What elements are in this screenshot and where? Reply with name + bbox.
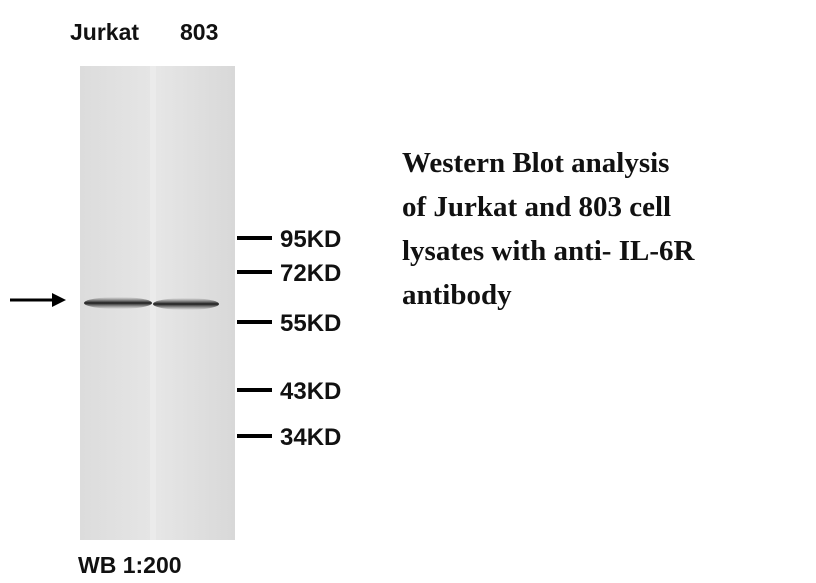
- marker-label: 43KD: [280, 378, 341, 405]
- band: [84, 297, 152, 309]
- marker-ladder: 95KD 72KD 55KD 43KD 34KD: [237, 226, 341, 451]
- description-line: lysates with anti- IL-6R: [402, 235, 695, 267]
- marker-label: 34KD: [280, 424, 341, 451]
- description-line: Western Blot analysis: [402, 147, 669, 179]
- figure: Jurkat 803 WB 1:200 95KD 72KD 55KD 43KD 34KD…: [0, 0, 816, 583]
- marker-label: 55KD: [280, 310, 341, 337]
- marker-label: 95KD: [280, 226, 341, 253]
- description-line: of Jurkat and 803 cell: [402, 191, 671, 223]
- marker-label: 72KD: [280, 260, 341, 287]
- band: [153, 298, 219, 310]
- description-line: antibody: [402, 279, 512, 311]
- lane-label: 803: [180, 19, 218, 45]
- footer: WB 1:200: [78, 552, 182, 578]
- lane-label: Jurkat: [70, 19, 139, 45]
- arrow-head: [52, 293, 66, 307]
